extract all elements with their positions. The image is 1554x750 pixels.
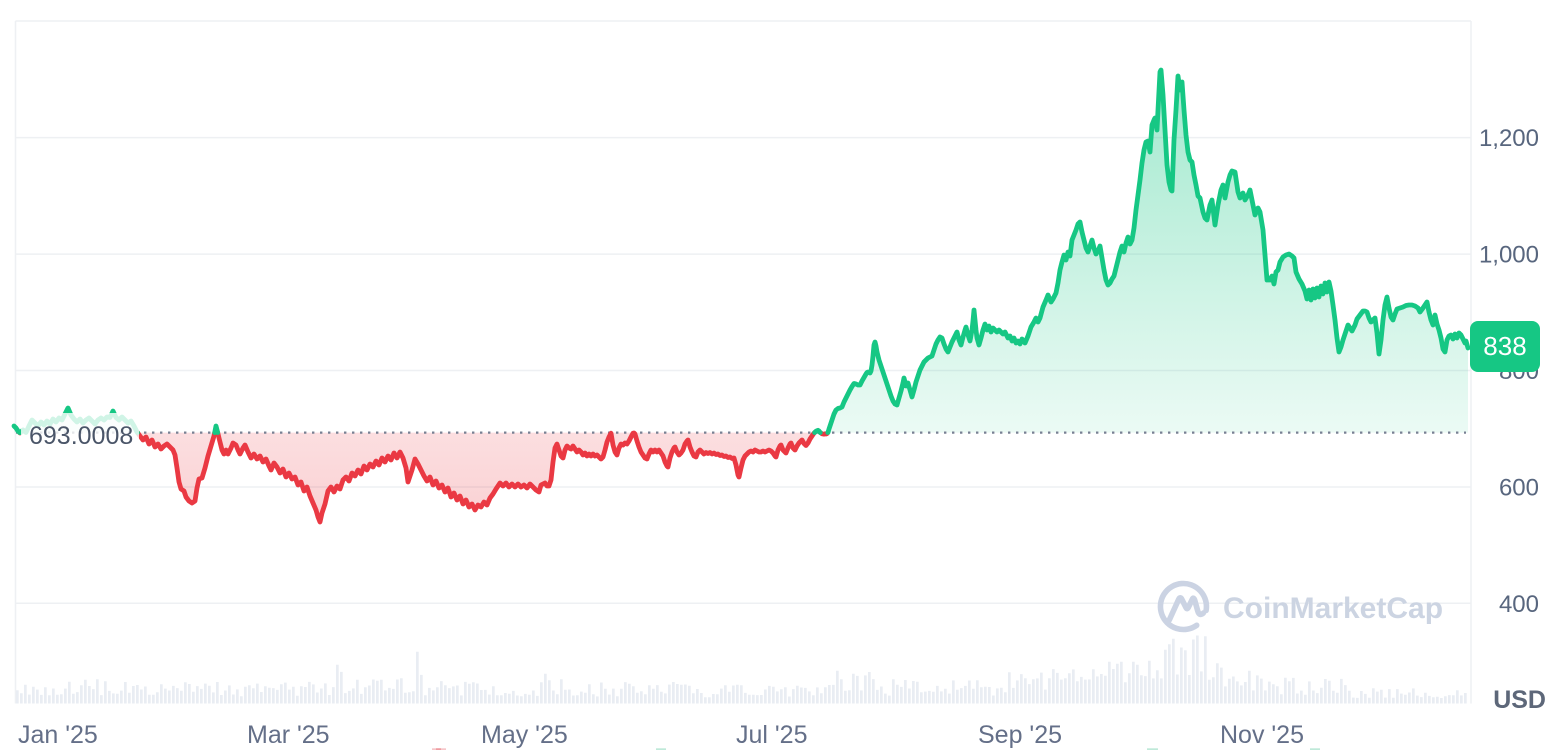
svg-text:1,000: 1,000 [1479, 242, 1539, 269]
svg-text:838: 838 [1483, 331, 1526, 361]
svg-text:1,200: 1,200 [1479, 125, 1539, 152]
svg-text:May '25: May '25 [481, 721, 568, 749]
svg-text:400: 400 [1499, 591, 1539, 618]
svg-text:693.0008: 693.0008 [29, 422, 133, 450]
svg-text:Jan '25: Jan '25 [18, 721, 98, 749]
svg-text:Nov '25: Nov '25 [1220, 721, 1304, 749]
svg-text:Sep '25: Sep '25 [978, 721, 1062, 749]
svg-text:Jul '25: Jul '25 [736, 721, 807, 749]
svg-text:USD: USD [1493, 686, 1546, 714]
svg-text:600: 600 [1499, 475, 1539, 502]
svg-text:CoinMarketCap: CoinMarketCap [1223, 592, 1443, 625]
svg-text:Mar '25: Mar '25 [247, 721, 330, 749]
